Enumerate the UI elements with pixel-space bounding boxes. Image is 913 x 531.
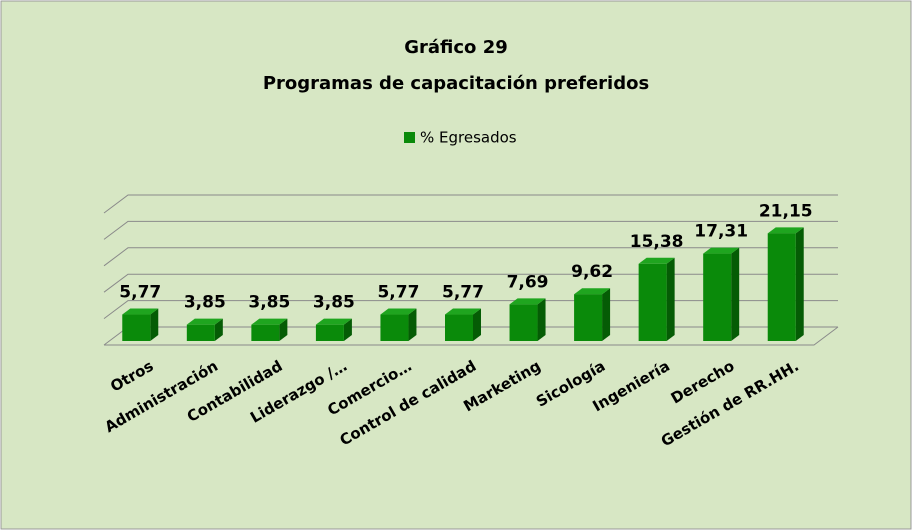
grid-line bbox=[103, 247, 838, 267]
bar-top bbox=[122, 308, 159, 315]
bar-side bbox=[666, 257, 675, 341]
grid-line bbox=[103, 220, 838, 240]
bar bbox=[574, 288, 611, 341]
bar-side bbox=[279, 318, 288, 341]
data-label: 5,77 bbox=[377, 283, 419, 303]
bar-side bbox=[408, 308, 417, 341]
bar-top bbox=[315, 318, 352, 325]
bar-top bbox=[380, 308, 417, 315]
bar-side bbox=[602, 288, 611, 341]
bar-side bbox=[795, 227, 804, 341]
data-label: 9,62 bbox=[571, 262, 613, 282]
bar bbox=[767, 227, 804, 341]
chart-subtitle: Programas de capacitación preferidos bbox=[263, 73, 649, 94]
data-label: 3,85 bbox=[313, 293, 355, 313]
bar-side bbox=[343, 318, 352, 341]
floor-edge bbox=[104, 326, 839, 346]
bar-top bbox=[445, 308, 481, 315]
bar-side bbox=[731, 247, 740, 341]
bar-front bbox=[122, 314, 151, 341]
bar-front bbox=[574, 294, 603, 341]
bar-side bbox=[537, 298, 546, 341]
bar-front bbox=[638, 263, 667, 341]
bar-top bbox=[638, 257, 675, 264]
bar-front bbox=[767, 233, 796, 341]
bar-top bbox=[703, 247, 740, 254]
bar bbox=[251, 318, 288, 341]
chart-title: Gráfico 29 bbox=[404, 37, 508, 58]
data-label: 15,38 bbox=[630, 232, 684, 252]
bar-side bbox=[214, 318, 223, 341]
bar-front bbox=[251, 324, 280, 341]
bar-front bbox=[509, 304, 538, 341]
bar-side bbox=[150, 308, 159, 341]
data-label: 7,69 bbox=[507, 272, 549, 292]
bar-front bbox=[445, 314, 473, 341]
legend-swatch bbox=[404, 132, 415, 143]
bar-top bbox=[251, 318, 288, 325]
bar bbox=[638, 257, 675, 341]
data-label: 3,85 bbox=[248, 293, 290, 313]
data-label: 5,77 bbox=[442, 283, 484, 303]
grid-line bbox=[103, 273, 838, 293]
bar bbox=[703, 247, 740, 341]
bar-side bbox=[473, 308, 481, 341]
bar bbox=[315, 318, 352, 341]
bar bbox=[445, 308, 481, 341]
data-label: 17,31 bbox=[694, 222, 748, 242]
bar bbox=[122, 308, 159, 341]
bar-front bbox=[703, 253, 732, 341]
data-label: 3,85 bbox=[184, 293, 226, 313]
bar-front bbox=[315, 324, 344, 341]
data-label: 21,15 bbox=[759, 201, 813, 221]
bar-front bbox=[186, 324, 215, 341]
bar-front bbox=[380, 314, 409, 341]
grid-line bbox=[103, 194, 838, 214]
bar bbox=[380, 308, 417, 341]
bar bbox=[509, 298, 546, 341]
bar bbox=[186, 318, 223, 341]
data-label: 5,77 bbox=[119, 283, 161, 303]
bar-top bbox=[574, 288, 611, 295]
bar-top bbox=[767, 227, 804, 234]
bar-top bbox=[509, 298, 546, 305]
legend-label: % Egresados bbox=[420, 129, 517, 147]
bar-top bbox=[186, 318, 223, 325]
